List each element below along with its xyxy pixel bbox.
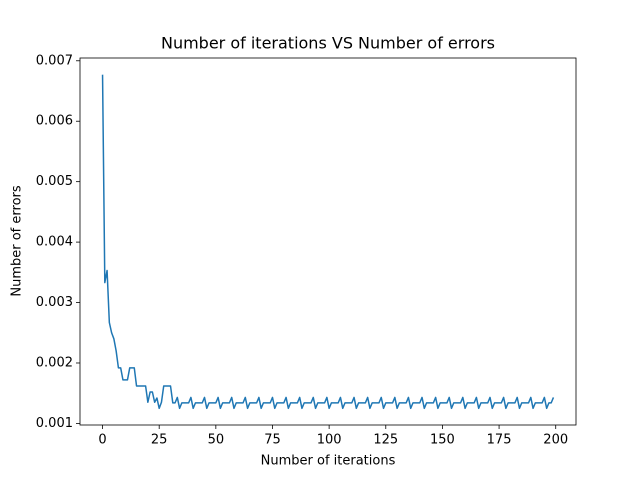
x-tick-label: 75 xyxy=(264,433,281,448)
y-tick-label: 0.003 xyxy=(36,295,73,310)
plot-frame xyxy=(79,57,577,426)
data-line xyxy=(101,74,555,410)
x-tick-label: 0 xyxy=(98,433,106,448)
y-tick-label: 0.006 xyxy=(36,114,73,129)
y-tick-label: 0.001 xyxy=(36,416,73,431)
x-axis-label: Number of iterations xyxy=(261,454,396,469)
x-tick-label: 150 xyxy=(430,433,455,448)
y-tick-label: 0.002 xyxy=(36,355,73,370)
y-tick-label: 0.004 xyxy=(36,235,73,250)
y-tick-label: 0.007 xyxy=(36,53,73,68)
x-tick-label: 200 xyxy=(543,433,568,448)
x-tick-label: 125 xyxy=(373,433,398,448)
x-tick-label: 25 xyxy=(151,433,168,448)
y-axis-label: Number of errors xyxy=(10,185,25,296)
y-tick-label: 0.005 xyxy=(36,174,73,189)
x-tick-label: 100 xyxy=(317,433,342,448)
x-tick-label: 175 xyxy=(487,433,512,448)
chart-title: Number of iterations VS Number of errors xyxy=(161,34,495,53)
x-tick-label: 50 xyxy=(208,433,225,448)
